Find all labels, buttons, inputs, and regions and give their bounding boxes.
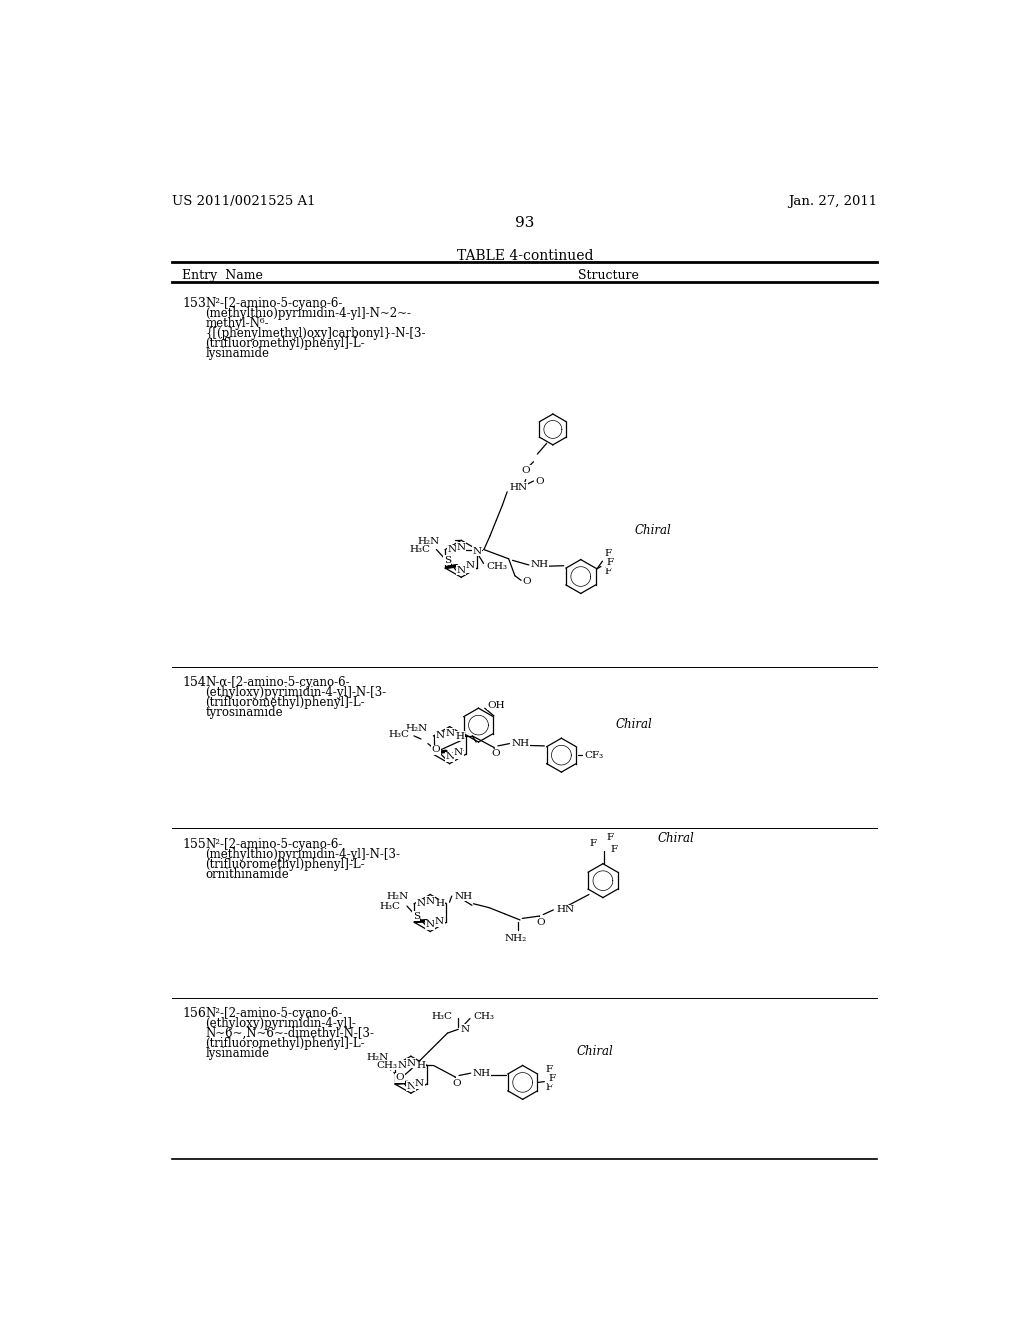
Text: N: N [445, 729, 455, 738]
Text: 93: 93 [515, 216, 535, 230]
Text: N: N [447, 545, 457, 554]
Text: N: N [436, 731, 445, 741]
Text: N: N [457, 543, 466, 552]
Text: (methylthio)pyrimidin-4-yl]-N~2~-: (methylthio)pyrimidin-4-yl]-N~2~- [206, 308, 412, 319]
Text: N: N [454, 747, 463, 756]
Text: F: F [546, 1065, 553, 1073]
Text: F: F [546, 1084, 553, 1092]
Text: 155: 155 [182, 838, 206, 850]
Text: N: N [445, 752, 455, 762]
Text: F: F [590, 840, 597, 849]
Text: TABLE 4-continued: TABLE 4-continued [457, 249, 593, 263]
Text: Chiral: Chiral [615, 718, 652, 731]
Text: N: N [465, 561, 474, 570]
Text: methyl-N⁶-: methyl-N⁶- [206, 317, 269, 330]
Text: O: O [431, 746, 440, 754]
Text: O: O [522, 577, 531, 586]
Text: F: F [604, 568, 611, 577]
Text: Chiral: Chiral [657, 832, 694, 845]
Text: H₂N: H₂N [367, 1053, 389, 1063]
Text: CH₃: CH₃ [377, 1061, 397, 1069]
Text: CF₃: CF₃ [585, 751, 604, 759]
Text: Chiral: Chiral [635, 524, 672, 537]
Text: lysinamide: lysinamide [206, 347, 269, 360]
Text: OH: OH [487, 701, 506, 710]
Text: (ethyloxy)pyrimidin-4-yl]-N-[3-: (ethyloxy)pyrimidin-4-yl]-N-[3- [206, 686, 387, 698]
Text: H₂N: H₂N [418, 537, 439, 546]
Text: 153: 153 [182, 297, 206, 310]
Text: (trifluoromethyl)phenyl]-L-: (trifluoromethyl)phenyl]-L- [206, 858, 366, 871]
Text: HN: HN [510, 483, 527, 491]
Text: F: F [548, 1074, 555, 1082]
Text: N~6~,N~6~-dimethyl-N-[3-: N~6~,N~6~-dimethyl-N-[3- [206, 1027, 375, 1040]
Text: N: N [416, 1080, 425, 1089]
Text: H₃C: H₃C [380, 902, 400, 911]
Text: H: H [436, 899, 444, 908]
Text: tyrosinamide: tyrosinamide [206, 706, 283, 719]
Text: F: F [610, 845, 617, 854]
Text: N: N [466, 564, 475, 573]
Text: H₂N: H₂N [386, 891, 409, 900]
Text: NH: NH [472, 1069, 490, 1077]
Text: NH₂: NH₂ [505, 933, 527, 942]
Text: (ethyloxy)pyrimidin-4-yl]-: (ethyloxy)pyrimidin-4-yl]- [206, 1016, 356, 1030]
Text: Structure: Structure [579, 268, 639, 281]
Text: N²-[2-amino-5-cyano-6-: N²-[2-amino-5-cyano-6- [206, 838, 343, 850]
Text: N: N [426, 896, 435, 906]
Text: N: N [473, 546, 482, 556]
Text: ornithinamide: ornithinamide [206, 867, 289, 880]
Text: 154: 154 [182, 676, 206, 689]
Text: US 2011/0021525 A1: US 2011/0021525 A1 [172, 195, 315, 209]
Text: H₃C: H₃C [410, 545, 430, 554]
Text: O: O [395, 1073, 404, 1082]
Text: S: S [443, 556, 451, 565]
Text: lysinamide: lysinamide [206, 1047, 269, 1060]
Text: H: H [417, 1061, 425, 1071]
Text: (trifluoromethyl)phenyl]-L-: (trifluoromethyl)phenyl]-L- [206, 1038, 366, 1049]
Text: O: O [537, 917, 545, 927]
Text: N: N [461, 1024, 470, 1034]
Text: Chiral: Chiral [577, 1045, 613, 1059]
Text: CH₃: CH₃ [474, 1012, 495, 1022]
Text: (trifluoromethyl)phenyl]-L-: (trifluoromethyl)phenyl]-L- [206, 696, 366, 709]
Text: (trifluoromethyl)phenyl]-L-: (trifluoromethyl)phenyl]-L- [206, 337, 366, 350]
Text: Jan. 27, 2011: Jan. 27, 2011 [788, 195, 878, 209]
Text: O: O [536, 477, 545, 486]
Text: 156: 156 [182, 1007, 206, 1020]
Text: Entry  Name: Entry Name [182, 268, 263, 281]
Text: NH: NH [454, 891, 472, 900]
Text: N: N [397, 1061, 407, 1071]
Text: F: F [607, 833, 614, 842]
Text: N: N [407, 1059, 416, 1068]
Text: N²-[2-amino-5-cyano-6-: N²-[2-amino-5-cyano-6- [206, 297, 343, 310]
Text: S: S [413, 912, 420, 920]
Text: N: N [417, 899, 426, 908]
Text: O: O [521, 466, 530, 475]
Text: NH: NH [511, 739, 529, 748]
Text: HN: HN [556, 906, 574, 915]
Text: N: N [434, 917, 443, 925]
Text: N: N [415, 1078, 424, 1088]
Text: H: H [456, 731, 464, 741]
Text: N²-[2-amino-5-cyano-6-: N²-[2-amino-5-cyano-6- [206, 1007, 343, 1020]
Text: N: N [407, 1082, 416, 1090]
Text: O: O [453, 1078, 461, 1088]
Text: N: N [426, 920, 435, 929]
Text: N: N [435, 917, 444, 927]
Text: H₃C: H₃C [388, 730, 410, 739]
Text: (methylthio)pyrimidin-4-yl]-N-[3-: (methylthio)pyrimidin-4-yl]-N-[3- [206, 847, 400, 861]
Text: H₂N: H₂N [406, 723, 428, 733]
Text: N: N [457, 566, 466, 576]
Text: CH₃: CH₃ [486, 562, 508, 572]
Text: NH: NH [530, 561, 549, 569]
Text: N: N [455, 750, 464, 759]
Text: {[(phenylmethyl)oxy]carbonyl}-N-[3-: {[(phenylmethyl)oxy]carbonyl}-N-[3- [206, 327, 426, 341]
Text: N-α-[2-amino-5-cyano-6-: N-α-[2-amino-5-cyano-6- [206, 676, 350, 689]
Text: O: O [492, 750, 500, 758]
Text: F: F [606, 558, 613, 568]
Text: H₃C: H₃C [431, 1012, 453, 1022]
Text: F: F [604, 549, 611, 558]
